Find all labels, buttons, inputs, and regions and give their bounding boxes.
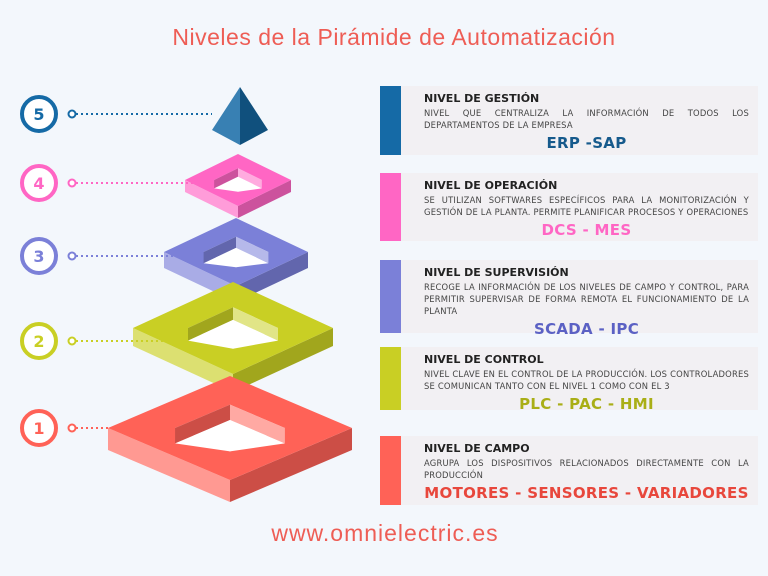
panel-content: NIVEL DE GESTIÓN NIVEL QUE CENTRALIZA LA…	[401, 86, 758, 155]
level-number: 3	[33, 247, 44, 266]
infographic-title: Niveles de la Pirámide de Automatización	[172, 24, 616, 50]
level-badge-3: 3	[20, 237, 193, 275]
level-heading: NIVEL DE CONTROL	[424, 353, 544, 366]
level-inner-wall	[188, 307, 233, 341]
level-heading: NIVEL DE GESTIÓN	[424, 92, 540, 105]
level-inner-wall	[236, 236, 269, 264]
pyramid-level-4	[185, 154, 291, 218]
level-badge-2: 2	[20, 322, 173, 360]
panel-content: NIVEL DE OPERACIÓN SE UTILIZAN SOFTWARES…	[401, 173, 758, 241]
level-hole	[203, 247, 269, 268]
level-top-face	[133, 282, 333, 374]
color-bar	[380, 86, 401, 155]
panel-content: NIVEL DE CAMPO AGRUPA LOS DISPOSITIVOS R…	[401, 436, 758, 505]
pyramid-level-5	[212, 87, 268, 145]
level-badge-1: 1	[20, 409, 157, 447]
color-bar	[380, 173, 401, 241]
connector-dot	[67, 251, 77, 261]
level-badge-4: 4	[20, 164, 207, 202]
level-number: 5	[33, 105, 44, 124]
connector-dot	[67, 109, 77, 119]
level-left-side	[108, 428, 230, 502]
level-right-side	[238, 180, 291, 218]
level-panel-2: NIVEL DE CONTROL NIVEL CLAVE EN EL CONTR…	[380, 347, 758, 413]
level-badge-5: 5	[20, 95, 212, 133]
level-panel-3: NIVEL DE SUPERVISIÓN RECOGE LA INFORMACI…	[380, 260, 758, 338]
level-heading: NIVEL DE OPERACIÓN	[424, 179, 558, 192]
connector-dot	[67, 423, 77, 433]
pyramid-level-1	[108, 376, 352, 502]
level-top-face	[185, 154, 291, 206]
level-description: AGRUPA LOS DISPOSITIVOS RELACIONADOS DIR…	[424, 458, 749, 480]
level-left-side	[133, 328, 233, 392]
level-top-face	[164, 218, 308, 286]
level-panel-5: NIVEL DE GESTIÓN NIVEL QUE CENTRALIZA LA…	[380, 86, 758, 155]
level-hole	[188, 319, 278, 349]
level-technologies: SCADA - IPC	[533, 320, 640, 338]
level-hole	[214, 176, 262, 192]
color-bar	[380, 347, 401, 410]
pyramid-top-left-face	[212, 87, 240, 145]
level-description: RECOGE LA INFORMACIÓN DE LOS NIVELES DE …	[424, 282, 749, 316]
level-inner-wall	[175, 404, 230, 444]
level-top-face	[108, 376, 352, 480]
level-heading: NIVEL DE CAMPO	[424, 442, 530, 455]
level-technologies: MOTORES - SENSORES - VARIADORES	[424, 484, 749, 502]
pyramid-top-right-face	[240, 87, 268, 145]
connector-dot	[67, 336, 77, 346]
level-technologies: DCS - MES	[541, 221, 632, 239]
level-panel-4: NIVEL DE OPERACIÓN SE UTILIZAN SOFTWARES…	[380, 173, 758, 241]
panel-content: NIVEL DE SUPERVISIÓN RECOGE LA INFORMACI…	[401, 260, 758, 338]
level-description: NIVEL CLAVE EN EL CONTROL DE LA PRODUCCI…	[424, 369, 749, 391]
level-technologies: ERP -SAP	[546, 134, 627, 152]
level-inner-wall	[238, 168, 262, 189]
level-right-side	[236, 252, 308, 302]
level-number: 1	[33, 419, 44, 438]
pyramid-level-2	[133, 282, 333, 392]
level-description: SE UTILIZAN SOFTWARES ESPECÍFICOS PARA L…	[424, 195, 749, 217]
panel-content: NIVEL DE CONTROL NIVEL CLAVE EN EL CONTR…	[401, 347, 758, 413]
level-inner-wall	[233, 307, 278, 341]
level-hole	[175, 420, 285, 452]
level-heading: NIVEL DE SUPERVISIÓN	[424, 266, 569, 279]
connector-dot	[67, 178, 77, 188]
level-technologies: PLC - PAC - HMI	[519, 395, 654, 413]
level-inner-wall	[214, 168, 238, 189]
level-right-side	[230, 428, 352, 502]
level-left-side	[185, 180, 238, 218]
website-url[interactable]: www.omnielectric.es	[271, 520, 499, 546]
level-right-side	[233, 328, 333, 392]
level-number: 4	[33, 174, 44, 193]
level-panel-1: NIVEL DE CAMPO AGRUPA LOS DISPOSITIVOS R…	[380, 436, 758, 505]
color-bar	[380, 436, 401, 505]
level-description: NIVEL QUE CENTRALIZA LA INFORMACIÓN DE T…	[424, 108, 749, 130]
color-bar	[380, 260, 401, 333]
level-number: 2	[33, 332, 44, 351]
level-inner-wall	[230, 404, 285, 444]
level-inner-wall	[203, 236, 236, 264]
